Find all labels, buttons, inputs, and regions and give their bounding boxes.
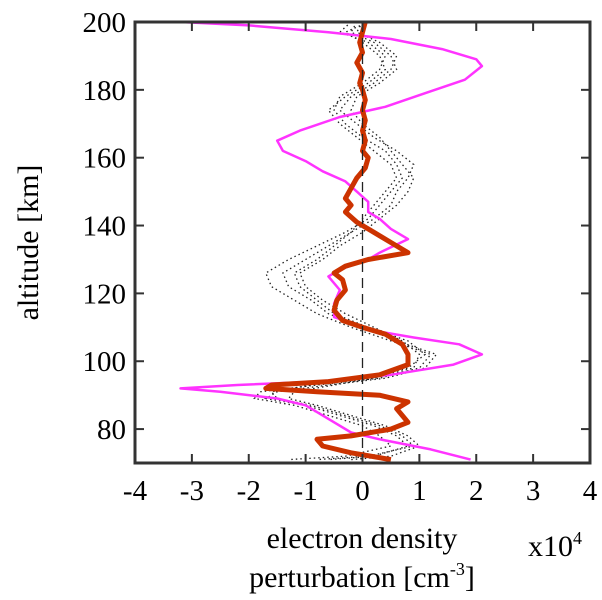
y-tick-label: 100	[83, 346, 127, 378]
y-tick-label: 140	[83, 211, 127, 243]
x-tick-label: 0	[355, 475, 370, 507]
x-axis-multiplier-base: x10	[528, 530, 573, 563]
x-axis-label-exponent: -3	[450, 559, 465, 579]
tick-labels: -4 -3 -2 -1 0 1 2 3 4 80 100 120 140 160 180 200	[83, 7, 598, 507]
x-axis-multiplier-exponent: 4	[573, 528, 582, 548]
x-axis-label-bracket: ]	[465, 561, 475, 594]
x-axis-multiplier: x104	[528, 528, 582, 563]
x-tick-label: -3	[180, 475, 204, 507]
x-tick-label: -1	[294, 475, 318, 507]
x-tick-label: 4	[583, 475, 598, 507]
x-tick-label: -4	[123, 475, 148, 507]
y-tick-label: 180	[83, 75, 127, 107]
y-tick-label: 160	[83, 143, 127, 175]
y-tick-label: 80	[97, 414, 126, 446]
y-tick-label: 120	[83, 278, 127, 310]
x-axis-label-line1: electron density	[267, 522, 458, 555]
x-axis-label-line2: perturbation [cm-3]	[249, 559, 475, 594]
x-tick-label: 3	[526, 475, 541, 507]
dotted-series-line-3	[263, 21, 438, 461]
ticks	[134, 21, 591, 463]
y-tick-label: 200	[83, 7, 127, 39]
x-tick-label: 1	[412, 475, 427, 507]
x-tick-label: -2	[237, 475, 261, 507]
y-axis-label: altitude [km]	[12, 165, 45, 321]
x-tick-label: 2	[469, 475, 484, 507]
x-axis-label-unit: perturbation [cm	[249, 561, 450, 594]
main-series-layer	[179, 20, 484, 463]
